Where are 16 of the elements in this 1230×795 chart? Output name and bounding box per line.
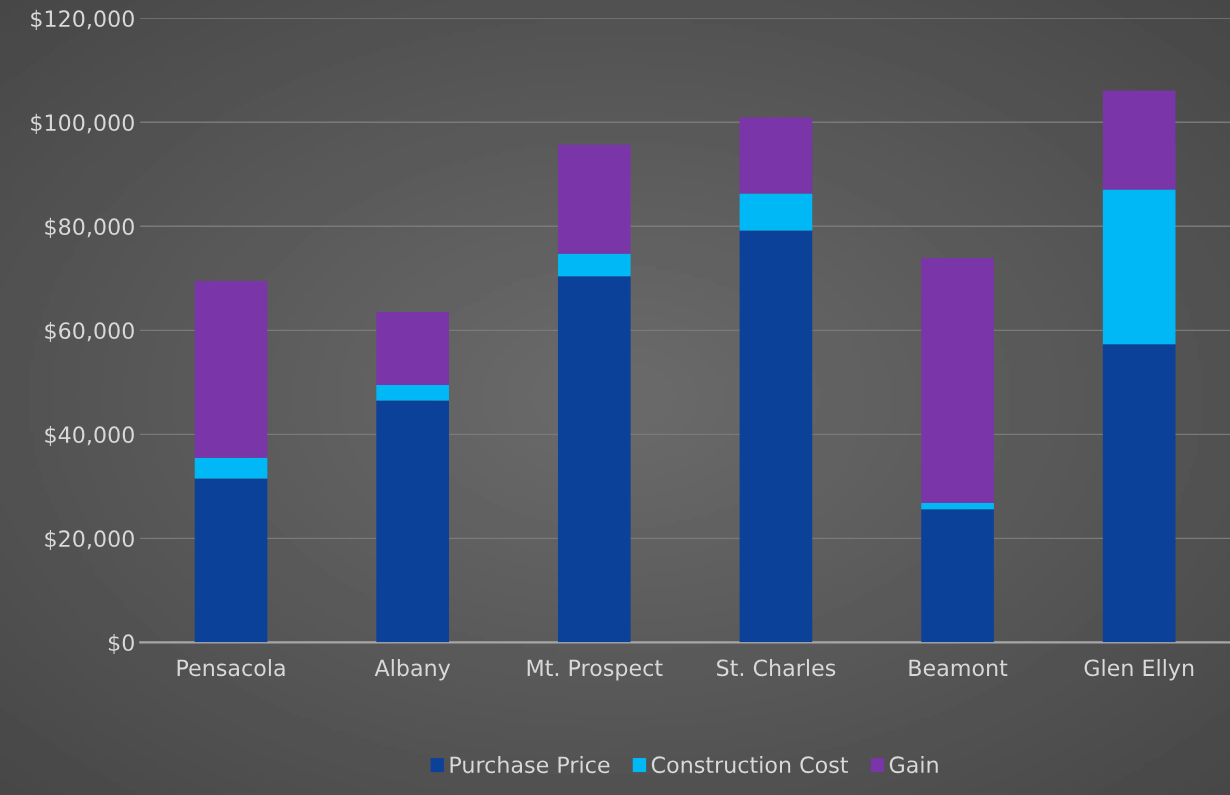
y-tick-label: $120,000 [31, 9, 134, 30]
x-tick-label: Mt. Prospect [527, 659, 663, 681]
x-tick-label: Beamont [909, 659, 1008, 677]
x-tick-label: St. Charles [717, 659, 836, 677]
x-tick-label: Pensacola [177, 659, 285, 677]
x-tick-label: Glen Ellyn [1084, 659, 1194, 681]
y-tick-label: $100,000 [31, 113, 134, 135]
x-tick-label: Albany [374, 659, 451, 681]
y-tick-label: $40,000 [45, 425, 134, 447]
y-tick-label: $60,000 [45, 321, 134, 343]
y-tick-label: $20,000 [45, 529, 134, 551]
legend-label: Purchase Price [450, 755, 610, 774]
legend-label: Gain [889, 755, 938, 774]
y-tick-label: $0 [108, 633, 134, 655]
legend-label: Construction Cost [651, 755, 848, 774]
y-tick-label: $80,000 [45, 217, 134, 239]
